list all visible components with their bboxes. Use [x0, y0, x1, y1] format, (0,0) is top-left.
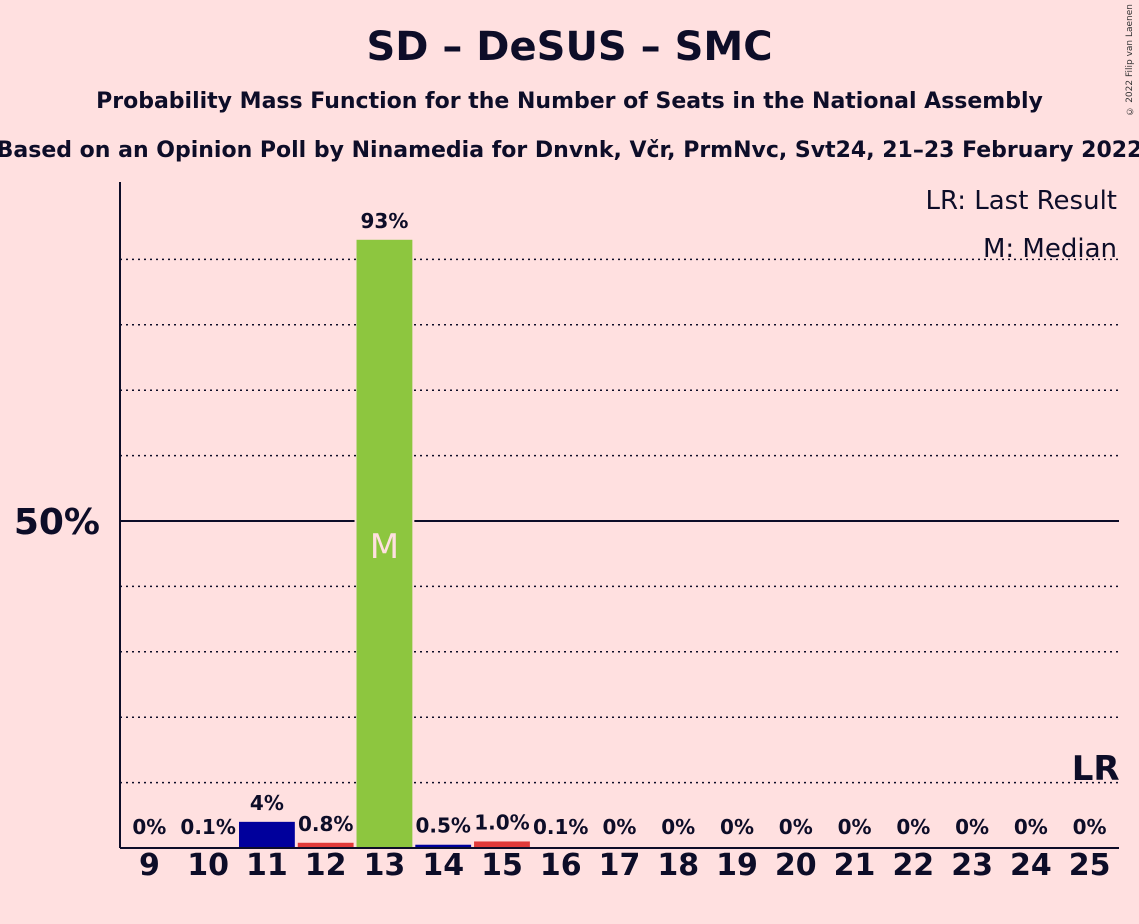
data-label-23: 0% — [955, 815, 989, 839]
data-label-12: 0.8% — [298, 812, 353, 836]
legend-median: M: Median — [983, 234, 1117, 264]
chart-title: SD – DeSUS – SMC — [366, 24, 773, 70]
data-label-17: 0% — [603, 815, 637, 839]
last-result-marker: LR — [1072, 749, 1120, 789]
data-label-24: 0% — [1014, 815, 1048, 839]
data-label-25: 0% — [1073, 815, 1107, 839]
x-tick-label-14: 14 — [422, 848, 464, 883]
y-tick-label: 50% — [14, 502, 100, 543]
data-label-16: 0.1% — [533, 815, 588, 839]
x-tick-label-15: 15 — [481, 848, 523, 883]
x-tick-label-16: 16 — [540, 848, 582, 883]
x-tick-label-19: 19 — [716, 848, 758, 883]
data-label-15: 1.0% — [474, 810, 529, 834]
chart-source: Based on an Opinion Poll by Ninamedia fo… — [0, 138, 1139, 163]
x-tick-label-9: 9 — [139, 848, 160, 883]
data-label-22: 0% — [896, 815, 930, 839]
data-label-9: 0% — [132, 815, 166, 839]
x-tick-label-21: 21 — [834, 848, 876, 883]
bar-11 — [238, 821, 295, 848]
x-tick-label-25: 25 — [1069, 848, 1111, 883]
x-tick-label-24: 24 — [1010, 848, 1052, 883]
bar-14 — [415, 844, 472, 848]
x-tick-label-23: 23 — [951, 848, 993, 883]
bar-12 — [297, 842, 354, 848]
x-tick-label-22: 22 — [892, 848, 934, 883]
data-label-19: 0% — [720, 815, 754, 839]
data-label-20: 0% — [779, 815, 813, 839]
x-tick-label-20: 20 — [775, 848, 817, 883]
data-label-11: 4% — [250, 791, 284, 815]
bar-15 — [474, 841, 530, 848]
x-tick-label-11: 11 — [246, 848, 288, 883]
x-tick-label-12: 12 — [305, 848, 347, 883]
legend-last-result: LR: Last Result — [925, 186, 1117, 216]
x-tick-label-10: 10 — [187, 848, 229, 883]
data-label-13: 93% — [361, 209, 409, 233]
bar-13 — [356, 239, 413, 848]
x-tick-label-17: 17 — [599, 848, 641, 883]
data-label-21: 0% — [838, 815, 872, 839]
x-tick-label-18: 18 — [657, 848, 699, 883]
x-tick-label-13: 13 — [364, 848, 406, 883]
data-label-10: 0.1% — [180, 815, 235, 839]
data-label-14: 0.5% — [415, 814, 470, 838]
median-marker: M — [370, 527, 399, 567]
chart-subtitle: Probability Mass Function for the Number… — [96, 89, 1043, 114]
data-label-18: 0% — [661, 815, 695, 839]
